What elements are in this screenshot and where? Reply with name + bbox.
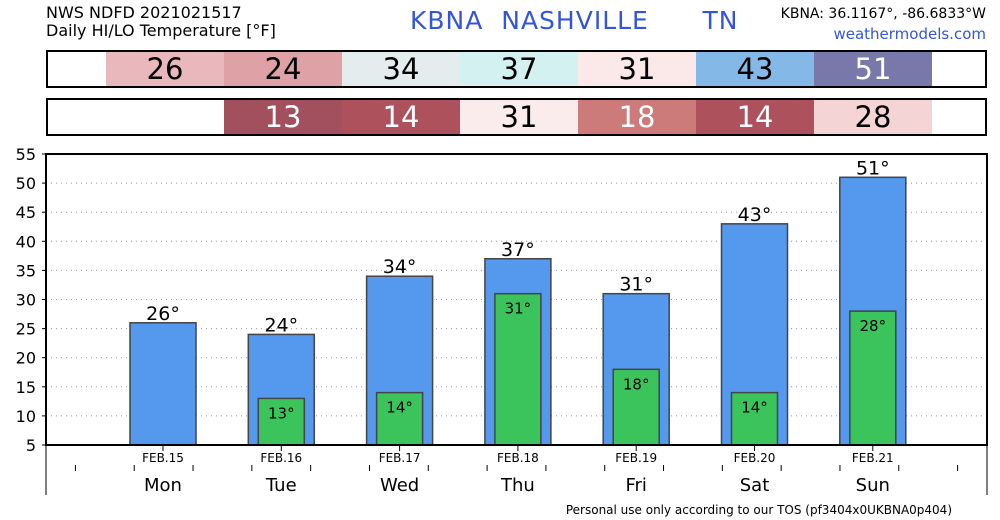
low-temp-cell-wed: 14: [342, 100, 460, 134]
low-temp-cell-fri: 18: [578, 100, 696, 134]
y-tick-label-15: 15: [16, 378, 36, 397]
high-bar-label-mon: 26°: [146, 303, 180, 325]
date-label-thu: FEB.18: [497, 451, 539, 465]
high-temp-cell-sat: 43: [696, 52, 814, 86]
high-bar-label-fri: 31°: [619, 274, 653, 296]
high-bar-label-tue: 24°: [264, 314, 298, 336]
day-label-thu: Thu: [500, 475, 535, 496]
high-bar-label-thu: 37°: [501, 239, 535, 261]
high-temp-cell-thu: 37: [460, 52, 578, 86]
terms-footer: Personal use only according to our TOS (…: [565, 503, 952, 517]
low-bar-wed: [375, 391, 424, 446]
low-bar-thu: [494, 292, 542, 446]
y-tick-label-40: 40: [16, 232, 36, 251]
high-temp-cell-wed: 34: [342, 52, 460, 86]
y-tick-label-20: 20: [16, 349, 36, 368]
low-bar-label-fri: 18°: [623, 375, 650, 393]
y-tick-label-5: 5: [26, 436, 36, 455]
low-temp-cell-mon: [106, 100, 224, 134]
y-tick-label-25: 25: [16, 320, 36, 339]
high-bar-label-sun: 51°: [856, 157, 890, 179]
low-temp-cell-thu: 31: [460, 100, 578, 134]
day-label-wed: Wed: [380, 475, 419, 496]
low-bar-fri: [612, 368, 660, 446]
low-temperature-strip: 13 14 31 18 14 28: [46, 98, 987, 136]
y-tick-label-10: 10: [16, 407, 36, 426]
y-tick-label-50: 50: [16, 174, 36, 193]
y-tick-label-35: 35: [16, 261, 36, 280]
date-label-fri: FEB.19: [615, 451, 657, 465]
low-temp-cell-tue: 13: [224, 100, 342, 134]
site-link[interactable]: weathermodels.com: [833, 25, 986, 43]
high-bar-label-wed: 34°: [383, 256, 417, 278]
date-label-sun: FEB.21: [852, 451, 894, 465]
y-tick-label-45: 45: [16, 203, 36, 222]
date-label-mon: FEB.15: [142, 451, 184, 465]
low-bar-label-thu: 31°: [505, 300, 532, 318]
date-label-wed: FEB.17: [379, 451, 421, 465]
plot-frame: [45, 153, 988, 446]
high-bar-label-sat: 43°: [738, 204, 772, 226]
low-bar-tue: [257, 397, 306, 446]
low-bar-label-wed: 14°: [386, 399, 413, 417]
high-temp-cell-sun: 51: [814, 52, 932, 86]
low-bar-sun: [849, 310, 897, 446]
station-coordinates: KBNA: 36.1167°, -86.6833°W: [780, 6, 986, 22]
day-label-sat: Sat: [740, 475, 770, 496]
day-label-fri: Fri: [625, 475, 646, 496]
low-bar-label-sat: 14°: [741, 399, 768, 417]
high-temp-cell-tue: 24: [224, 52, 342, 86]
location-info: KBNA: 36.1167°, -86.6833°W weathermodels…: [781, 4, 986, 44]
chart-title: Daily HI/LO Temperature [°F]: [46, 21, 276, 40]
station-title: KBNA NASHVILLE TN: [410, 6, 739, 35]
high-bar-mon: [129, 322, 197, 446]
high-temp-cell-mon: 26: [106, 52, 224, 86]
temperature-bar-chart: 5 10 15 20 25 30 35 40 45 50 55 26° 24° 13° 34° 14° 37° 3…: [16, 145, 988, 496]
y-tick-label-30: 30: [16, 291, 36, 310]
date-label-tue: FEB.16: [260, 451, 302, 465]
date-label-sat: FEB.20: [734, 451, 776, 465]
low-bar-sat: [730, 391, 779, 446]
low-temp-cell-sat: 14: [696, 100, 814, 134]
y-tick-label-55: 55: [16, 145, 36, 164]
high-temp-cell-fri: 31: [578, 52, 696, 86]
chart-source-header: NWS NDFD 2021021517 Daily HI/LO Temperat…: [46, 4, 276, 40]
day-label-mon: Mon: [144, 475, 182, 496]
low-temp-cell-sun: 28: [814, 100, 932, 134]
high-temperature-strip: 26 24 34 37 31 43 51: [46, 50, 987, 88]
low-bar-label-sun: 28°: [860, 317, 887, 335]
day-label-tue: Tue: [265, 475, 297, 496]
day-label-sun: Sun: [856, 475, 890, 496]
model-run-label: NWS NDFD 2021021517: [46, 3, 242, 22]
low-bar-label-tue: 13°: [268, 404, 295, 422]
